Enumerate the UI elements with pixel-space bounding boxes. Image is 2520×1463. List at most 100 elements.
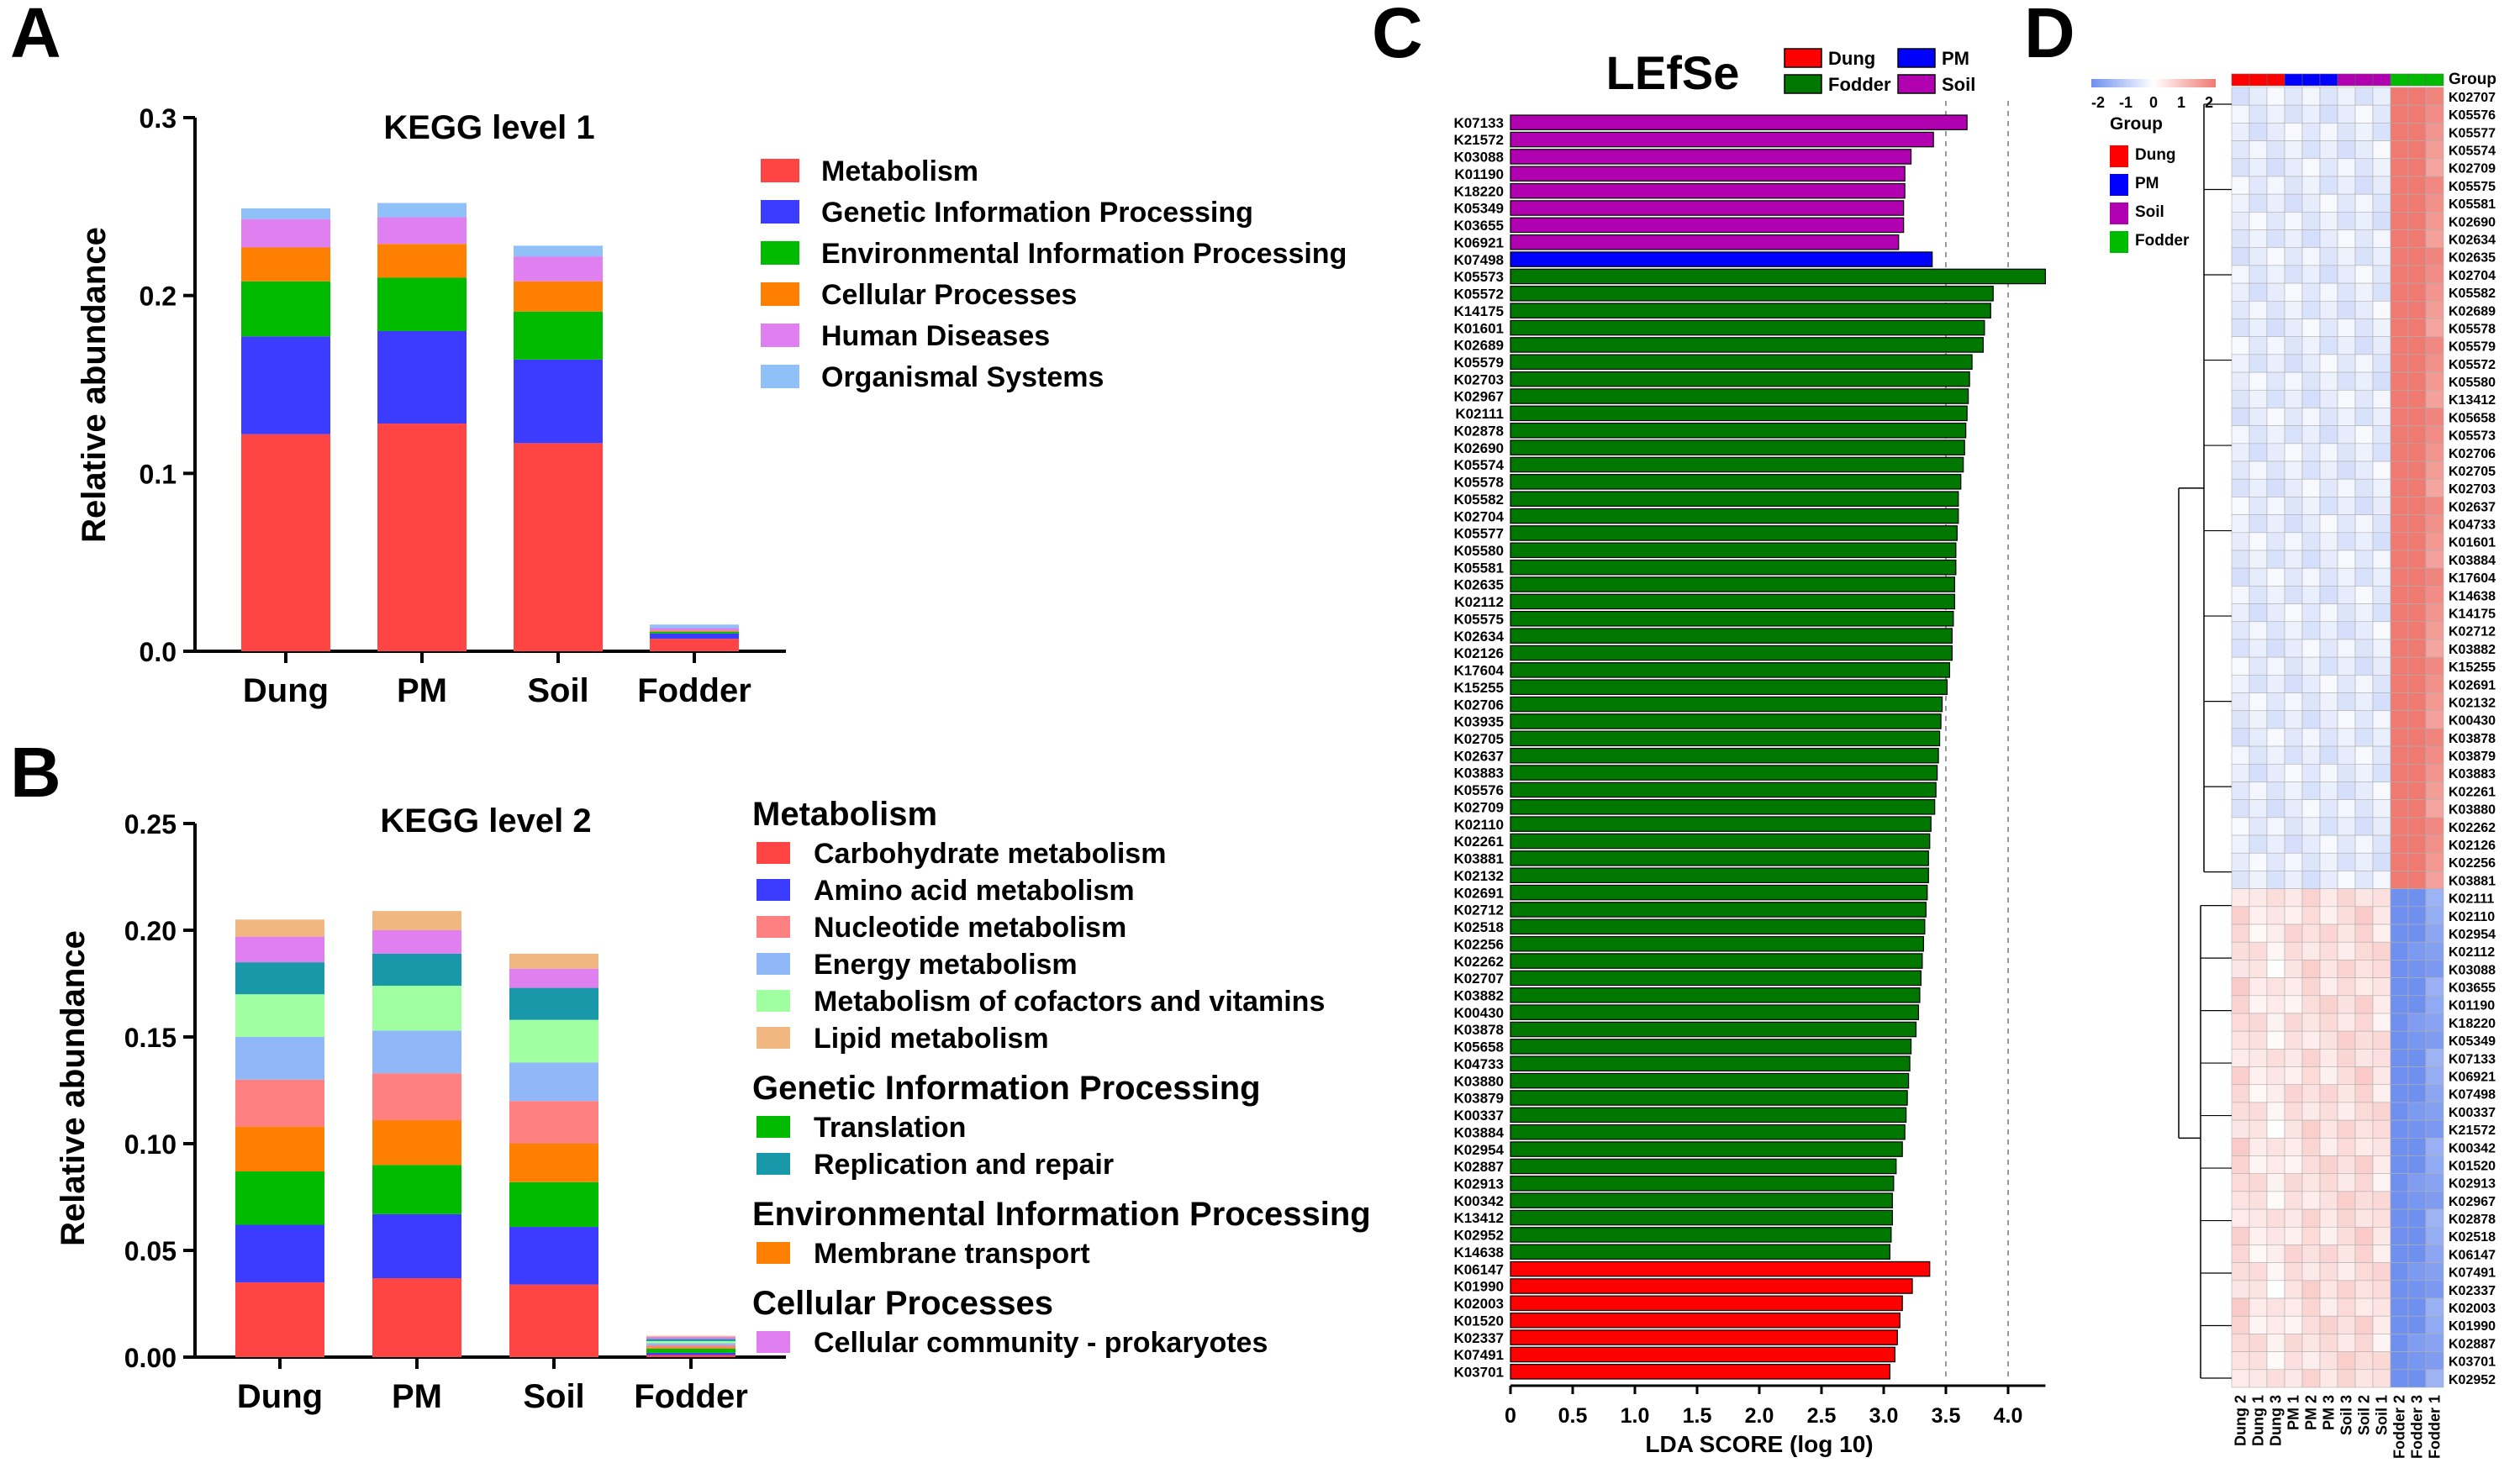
heatmap-cell [2301, 639, 2321, 658]
heatmap-cell [2231, 1369, 2250, 1388]
heatmap-cell [2319, 460, 2338, 480]
heatmap-cell [2372, 301, 2391, 319]
heatmap-cell [2407, 834, 2427, 854]
heatmap-cell [2372, 497, 2391, 515]
heatmap-cell [2337, 140, 2356, 160]
row-label: K01601 [2449, 536, 2496, 550]
heatmap-cell [2319, 140, 2338, 160]
heatmap-cell [2372, 1208, 2391, 1228]
heatmap-cell [2372, 354, 2391, 373]
row-label: K02707 [2449, 91, 2496, 105]
heatmap-cell [2248, 1262, 2268, 1281]
heatmap-cell [2284, 1297, 2303, 1317]
heatmap-cell [2319, 1119, 2338, 1139]
heatmap-cell [2390, 354, 2409, 373]
heatmap-cell [2337, 1155, 2356, 1174]
heatmap-cell [2319, 621, 2338, 640]
bar-segment [377, 331, 467, 424]
bar-label: K05575 [1453, 611, 1504, 627]
heatmap-cell [2231, 282, 2250, 302]
heatmap-cell [2337, 995, 2356, 1014]
row-label: K05576 [2449, 108, 2496, 123]
bar-label: K02878 [1453, 423, 1504, 439]
heatmap-cell [2301, 301, 2321, 319]
bar-segment [241, 247, 330, 282]
row-label: K05572 [2449, 358, 2496, 372]
heatmap-cell [2231, 104, 2250, 124]
panel-letter-b: B [10, 733, 61, 812]
heatmap-cell [2301, 336, 2321, 355]
lda-bar [1510, 182, 1906, 199]
heatmap-cell [2354, 1084, 2374, 1103]
heatmap-cell [2354, 603, 2374, 623]
bar-label: K02126 [1453, 645, 1504, 661]
heatmap-cell [2337, 728, 2356, 747]
row-label: K02637 [2449, 500, 2496, 514]
row-label: K03879 [2449, 750, 2496, 764]
legend-label: Energy metabolism [814, 949, 1078, 981]
lda-bar [1510, 1055, 1911, 1072]
y-tick-label: 0.1 [140, 459, 177, 489]
row-label: K05573 [2449, 429, 2496, 444]
heatmap-cell [2354, 247, 2374, 266]
heatmap-cell [2407, 282, 2427, 302]
heatmap-cell [2301, 1245, 2321, 1263]
heatmap-cell [2425, 1119, 2444, 1139]
heatmap-cell [2372, 781, 2391, 800]
heatmap-cell [2301, 1226, 2321, 1245]
heatmap-cell [2407, 336, 2427, 355]
bar-label: K07491 [1453, 1347, 1504, 1363]
bar-label: K02952 [1453, 1228, 1504, 1244]
lda-bar [1510, 610, 1954, 627]
heatmap-cell [2319, 104, 2338, 124]
lda-bar [1510, 1329, 1898, 1345]
heatmap-cell [2390, 176, 2409, 195]
heatmap-cell [2319, 924, 2338, 943]
legend-label: Metabolism of cofactors and vitamins [814, 986, 1325, 1018]
heatmap-cell [2372, 1084, 2391, 1103]
lda-bar [1510, 1176, 1895, 1192]
heatmap-cell [2390, 834, 2409, 854]
heatmap-cell [2248, 460, 2268, 480]
heatmap-cell [2407, 408, 2427, 426]
heatmap-cell [2284, 336, 2303, 355]
heatmap-cell [2284, 158, 2303, 177]
heatmap-cell [2301, 692, 2321, 712]
heatmap-cell [2354, 265, 2374, 284]
heatmap-cell [2390, 1030, 2409, 1050]
heatmap-cell [2248, 1226, 2268, 1245]
heatmap-cell [2425, 550, 2444, 569]
heatmap-cell [2425, 1049, 2444, 1067]
bar-label: K03879 [1453, 1091, 1504, 1107]
legend-swatch [761, 241, 799, 265]
legend-swatch [757, 1331, 790, 1353]
heatmap-cell [2266, 532, 2285, 551]
heatmap-cell [2231, 408, 2250, 426]
heatmap-cell [2319, 656, 2338, 676]
bar-segment [509, 1284, 598, 1357]
heatmap-cell [2337, 371, 2356, 391]
heatmap-cell [2372, 1119, 2391, 1139]
lda-bar [1510, 1312, 1901, 1329]
heatmap-cell [2231, 1245, 2250, 1263]
row-label: K03881 [2449, 874, 2496, 888]
bar-label: K15255 [1453, 680, 1504, 696]
heatmap-cell [2319, 1030, 2338, 1050]
bar-label: K05573 [1453, 269, 1504, 285]
legend-swatch [757, 1116, 790, 1138]
legend-swatch [761, 282, 799, 306]
heatmap-cell [2266, 1049, 2285, 1067]
heatmap-cell [2407, 104, 2427, 124]
heatmap-cell [2354, 158, 2374, 177]
heatmap-cell [2407, 1155, 2427, 1174]
heatmap-cell [2354, 176, 2374, 195]
row-label: K02887 [2449, 1337, 2496, 1351]
heatmap-cell [2231, 1226, 2250, 1245]
lda-bar [1510, 576, 1955, 592]
heatmap-cell [2301, 1138, 2321, 1156]
heatmap-cell [2354, 371, 2374, 391]
heatmap-cell [2266, 888, 2285, 908]
heatmap-cell [2266, 140, 2285, 160]
legend-label: Metabolism [821, 155, 978, 187]
heatmap-cell [2301, 1280, 2321, 1299]
